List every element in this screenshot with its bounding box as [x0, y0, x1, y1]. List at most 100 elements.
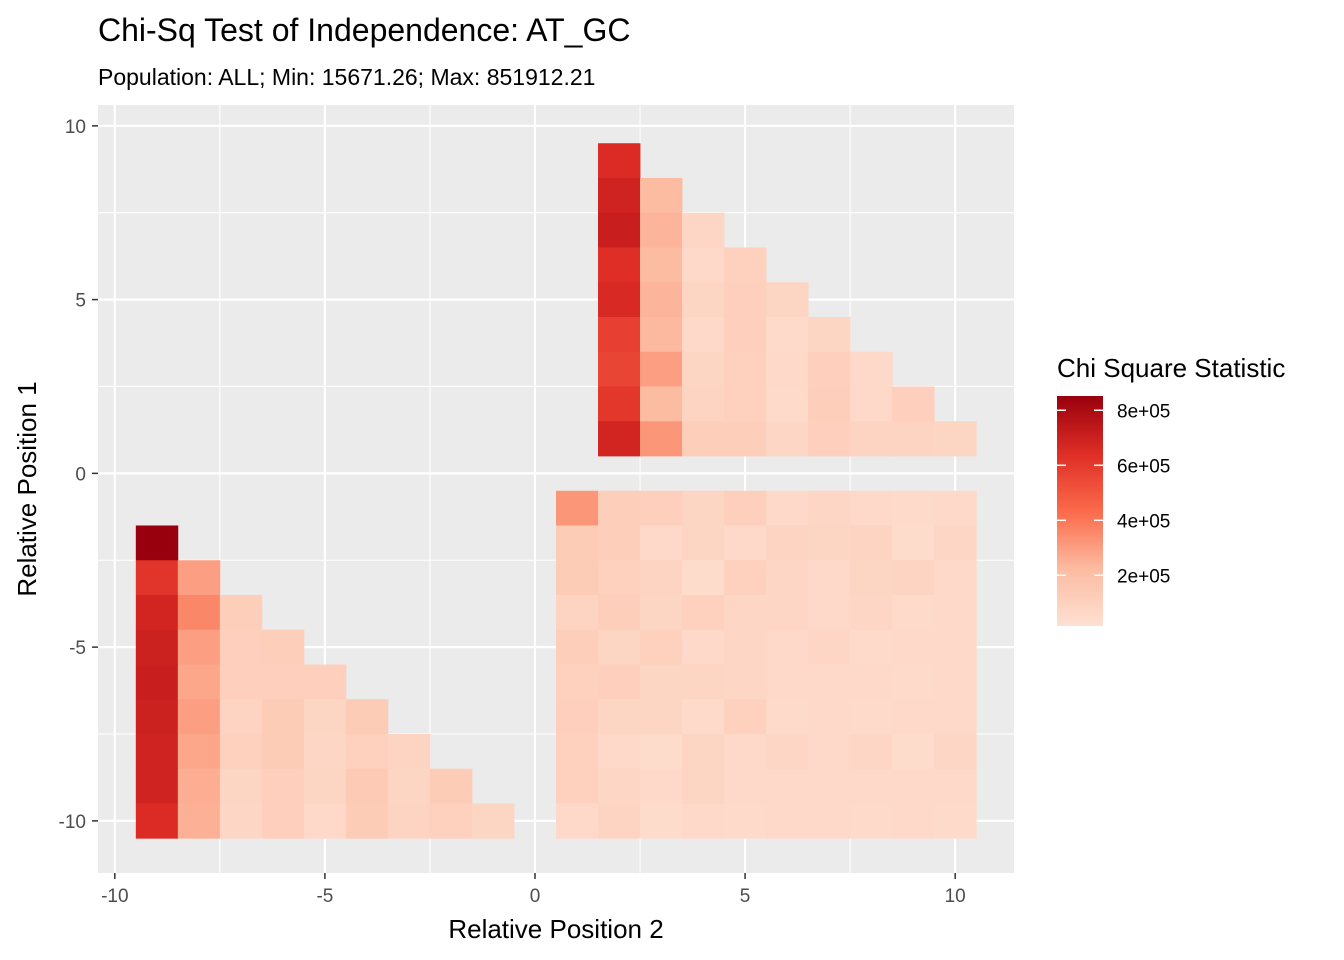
y-axis: -10 -5 0 5 10: [59, 117, 98, 833]
heatmap-tile: [135, 768, 179, 804]
heatmap-tile: [934, 490, 977, 526]
heatmap-tile: [808, 664, 851, 700]
heatmap-tile: [934, 803, 977, 839]
legend-label: 2e+05: [1117, 566, 1170, 587]
x-tick-label: 10: [945, 886, 966, 907]
heatmap-tile: [766, 525, 809, 561]
x-tick-label: 5: [740, 886, 751, 907]
heatmap-tile: [177, 629, 221, 665]
heatmap-tile: [219, 629, 263, 665]
heatmap-tile: [724, 351, 767, 387]
heatmap-tile: [682, 490, 725, 526]
heatmap-tile: [934, 768, 977, 804]
heatmap-tile: [934, 699, 977, 735]
heatmap-tile: [934, 594, 977, 631]
heatmap-tile: [682, 212, 725, 248]
heatmap-tile: [640, 386, 683, 422]
heatmap-tile: [934, 421, 977, 457]
heatmap-tile: [387, 803, 431, 839]
heatmap-tile: [219, 664, 263, 700]
heatmap-tile: [598, 421, 641, 457]
legend: Chi Square Statistic 2e+05 4e+05 6e+05 8e+0…: [1057, 353, 1285, 626]
heatmap-tile: [556, 699, 599, 735]
heatmap-tile: [640, 629, 683, 665]
heatmap-tile: [808, 316, 851, 353]
heatmap-tile: [640, 490, 683, 526]
heatmap-tile: [345, 699, 389, 735]
heatmap-tile: [598, 594, 641, 631]
heatmap-tile: [135, 664, 179, 700]
heatmap-tile: [934, 560, 977, 596]
heatmap-tile: [808, 525, 851, 561]
heatmap-tile: [556, 733, 599, 770]
heatmap-tile: [556, 490, 599, 526]
heatmap-tile: [303, 803, 347, 839]
heatmap-tile: [177, 768, 221, 804]
heatmap-tile: [892, 386, 935, 422]
heatmap-tile: [219, 733, 263, 770]
heatmap-tile: [724, 803, 767, 839]
heatmap-tile: [766, 316, 809, 353]
heatmap-tile: [766, 733, 809, 770]
heatmap-tile: [556, 768, 599, 804]
heatmap-tile: [556, 594, 599, 631]
heatmap-tile: [598, 212, 641, 248]
heatmap-tile: [682, 560, 725, 596]
heatmap-tile: [682, 768, 725, 804]
heatmap-tile: [261, 629, 305, 665]
heatmap-tile: [724, 490, 767, 526]
heatmap-tile: [892, 803, 935, 839]
heatmap-tile: [640, 699, 683, 735]
heatmap-tile: [808, 560, 851, 596]
heatmap-tile: [724, 386, 767, 422]
heatmap-tile: [429, 768, 473, 804]
heatmap-tile: [850, 803, 893, 839]
heatmap-tile: [766, 664, 809, 700]
heatmap-tile: [598, 525, 641, 561]
heatmap-tile: [345, 733, 389, 770]
heatmap-tile: [598, 664, 641, 700]
heatmap-tile: [682, 664, 725, 700]
heatmap-tile: [850, 768, 893, 804]
heatmap-tile: [766, 768, 809, 804]
heatmap-tile: [724, 247, 767, 283]
heatmap-tile: [682, 316, 725, 353]
heatmap-tile: [640, 212, 683, 248]
heatmap-tile: [850, 664, 893, 700]
heatmap-tile: [724, 733, 767, 770]
legend-ticks: 2e+05 4e+05 6e+05 8e+05: [1057, 401, 1170, 587]
heatmap-tile: [766, 490, 809, 526]
heatmap-tile: [850, 421, 893, 457]
y-tick-label: 10: [65, 117, 86, 138]
heatmap-tile: [808, 803, 851, 839]
heatmap-tile: [387, 733, 431, 770]
heatmap-tile: [177, 803, 221, 839]
heatmap-tile: [177, 664, 221, 700]
chart-subtitle: Population: ALL; Min: 15671.26; Max: 851…: [98, 64, 595, 90]
heatmap-tile: [135, 525, 179, 561]
heatmap-tile: [219, 803, 263, 839]
heatmap-tile: [303, 733, 347, 770]
heatmap-tile: [724, 525, 767, 561]
heatmap-tile: [640, 594, 683, 631]
heatmap-tile: [598, 490, 641, 526]
y-tick-label: 5: [75, 291, 86, 312]
heatmap-tile: [892, 594, 935, 631]
heatmap-tile: [261, 768, 305, 804]
heatmap-tile: [934, 629, 977, 665]
heatmap-tile: [303, 699, 347, 735]
legend-label: 8e+05: [1117, 401, 1170, 422]
x-axis-title: Relative Position 2: [448, 914, 663, 944]
heatmap-tile: [640, 351, 683, 387]
heatmap-tile: [135, 699, 179, 735]
heatmap-tile: [598, 143, 641, 179]
heatmap-tile: [808, 629, 851, 665]
heatmap-tile: [850, 386, 893, 422]
heatmap-tile: [808, 733, 851, 770]
heatmap-tile: [598, 803, 641, 839]
legend-label: 6e+05: [1117, 456, 1170, 477]
heatmap-tile: [261, 664, 305, 700]
heatmap-tile: [892, 560, 935, 596]
